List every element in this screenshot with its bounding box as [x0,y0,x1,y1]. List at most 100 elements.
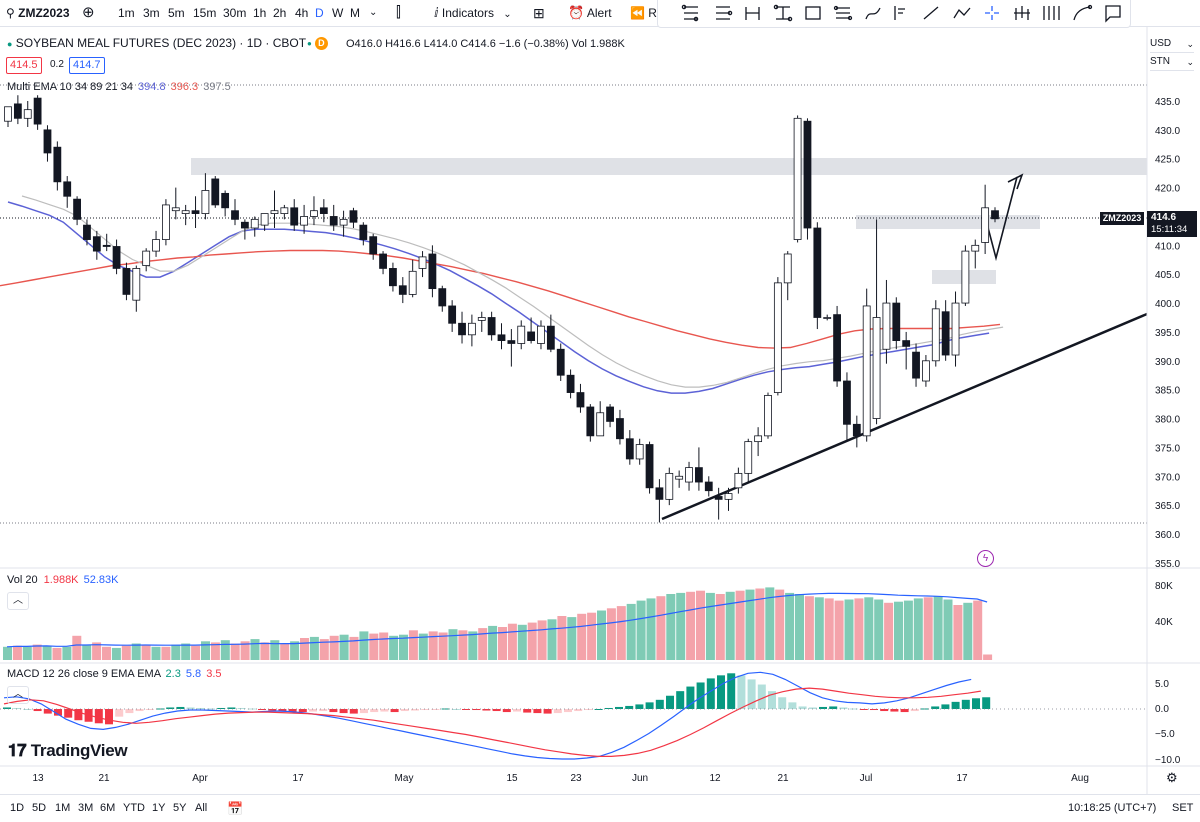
macd-histogram-bar [706,678,715,709]
interval-1m[interactable]: 1m [118,6,135,20]
macd-histogram-bar [604,707,613,709]
range-6m[interactable]: 6M [100,802,116,814]
goto-date-icon[interactable]: 📅 [227,801,244,816]
candle-body [112,246,121,269]
price-tick-label: 355.0 [1155,559,1180,570]
macd-histogram-bar [788,702,797,709]
candle-body [231,210,239,220]
alert-button[interactable]: ⏰ Alert [568,5,612,20]
vertical-lines-icon[interactable] [1043,6,1060,20]
macd-histogram-bar [115,709,124,717]
interval-1h[interactable]: 1h [253,6,267,20]
range-ytd[interactable]: YTD [123,802,145,814]
macd-histogram-bar [176,706,185,709]
date-range-icon[interactable] [745,7,760,20]
volume-bar [854,598,864,660]
path-icon[interactable] [953,7,971,19]
range-3m[interactable]: 3M [78,802,94,814]
fib-retracement-icon[interactable] [681,4,699,22]
macd-histogram-bar [655,699,664,709]
range-1d[interactable]: 1D [10,802,25,814]
candle-body [132,268,141,301]
price-range-icon[interactable] [773,4,793,22]
volume-bar [973,600,983,660]
macd-line [3,671,972,760]
collapse-macd-button[interactable]: ︿ [7,686,29,704]
settings-gear-icon[interactable]: ⚙ [1166,770,1178,785]
chevron-up-icon[interactable]: ● [7,39,13,49]
macd-histogram-bar [288,709,297,713]
macd-histogram-bar [523,709,532,713]
parallel-channel-icon[interactable] [833,5,853,21]
interval-5m[interactable]: 5m [168,6,185,20]
volume-bar [280,643,290,660]
candle-body [882,302,891,350]
time-axis-label: 13 [32,773,44,784]
volume-bar [616,606,626,660]
status-dot-icon: ● [307,39,312,48]
candle-body [73,198,81,220]
candle-body [961,250,970,304]
trend-line-icon[interactable] [923,6,939,20]
range-5y[interactable]: 5Y [173,802,187,814]
macd-histogram-bar [941,704,950,709]
flag-icon[interactable] [894,6,905,20]
macd-histogram-bar [105,709,113,725]
bid-price[interactable]: 414.5 [6,57,42,74]
interval-w[interactable]: W [332,6,344,20]
callout-icon[interactable] [1105,5,1121,23]
candle-body [685,467,693,483]
price-chart[interactable]: 435.0430.0425.0420.0415.0410.0405.0400.0… [0,0,1200,795]
ask-price[interactable]: 414.7 [69,57,105,74]
interval-m[interactable]: M [350,6,360,20]
volume-bar [111,647,121,660]
symbol-search[interactable]: ⚲ ZMZ2023 [6,6,70,20]
search-icon: ⚲ [6,6,15,20]
volume-bar [894,601,903,660]
rectangle-icon[interactable] [805,6,821,20]
interval-3m[interactable]: 3m [143,6,160,20]
macd-histogram-bar [370,709,379,713]
collapse-volume-button[interactable]: ︿ [7,592,29,610]
price-tick-label: 425.0 [1155,155,1180,166]
macd-histogram-bar [931,706,940,709]
interval-2h[interactable]: 2h [273,6,287,20]
tradingview-logo[interactable]: 𝟏𝟕 TradingView [8,741,128,761]
session-select[interactable]: SET [1172,802,1194,814]
macd-histogram-bar [584,709,593,711]
volume-bar [735,590,745,660]
interval-4h[interactable]: 4h [295,6,309,20]
interval-30m[interactable]: 30m [223,6,247,20]
candle-body [616,418,624,440]
clock-timezone[interactable]: 10:18:25 (UTC+7) [1068,802,1157,814]
bars-pattern-icon[interactable] [1014,6,1030,20]
crosshair-icon[interactable] [985,6,999,20]
compare-add-icon[interactable]: ⊕ [82,4,95,21]
unit-select[interactable]: STN ⌄ [1150,54,1194,71]
arc-icon[interactable] [1073,4,1093,21]
range-1m[interactable]: 1M [55,802,71,814]
brush-icon[interactable] [865,7,881,20]
candle-body [122,268,131,295]
chevron-down-icon[interactable]: ⌄ [369,7,378,18]
macd-histogram-bar [74,709,83,721]
range-1y[interactable]: 1Y [152,802,166,814]
macd-histogram-bar [615,706,623,709]
volume-bar [92,642,102,660]
lightning-icon[interactable]: ϟ [977,550,994,567]
candle-body [823,317,832,319]
layout-grid-icon[interactable]: ⊞ [533,5,545,21]
candle-type-icon[interactable]: ⫿ [396,4,401,21]
volume-bar [102,646,111,660]
indicators-button[interactable]: ⅈ Indicators ⌄ [434,5,512,20]
macd-tick-5: 5.0 [1155,679,1169,690]
macd-legend: MACD 12 26 close 9 EMA EMA 2.3 5.8 3.5 [7,668,222,680]
range-all[interactable]: All [195,802,208,814]
interval-d[interactable]: D [315,6,324,20]
macd-histogram-bar [186,707,195,709]
horizontal-lines-icon[interactable] [716,6,733,20]
volume-bar [151,646,161,660]
range-5d[interactable]: 5D [32,802,47,814]
currency-select[interactable]: USD ⌄ [1150,36,1194,53]
interval-15m[interactable]: 15m [193,6,217,20]
